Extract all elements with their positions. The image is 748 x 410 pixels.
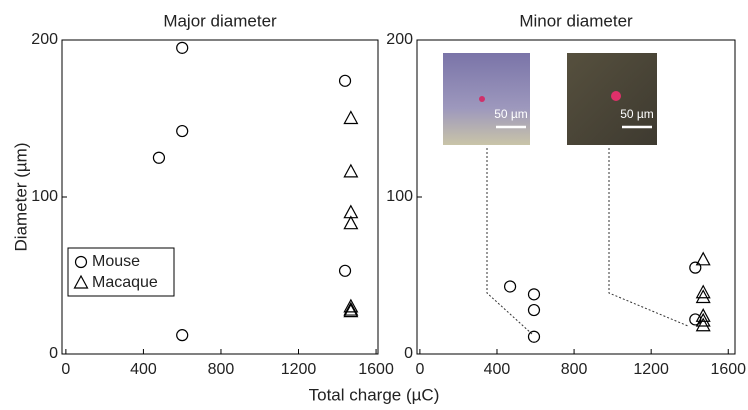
y-tick-label: 200 xyxy=(386,31,413,48)
x-tick-label: 400 xyxy=(130,361,157,378)
x-tick-label: 0 xyxy=(415,361,424,378)
y-tick-label: 100 xyxy=(31,188,58,205)
legend-label: Mouse xyxy=(92,253,140,270)
x-axis-label: Total charge (µC) xyxy=(309,385,440,404)
triangle-point xyxy=(343,303,359,318)
triangle-point xyxy=(695,289,711,304)
triangle-point xyxy=(343,301,359,316)
circle-point xyxy=(338,264,352,277)
x-tick-label: 1600 xyxy=(358,361,394,378)
y-tick-label: 100 xyxy=(386,188,413,205)
x-tick-label: 1200 xyxy=(633,361,669,378)
circle-point xyxy=(527,330,541,343)
plot-frame xyxy=(61,39,379,355)
circle-point xyxy=(152,151,166,164)
scale-label: 50 µm xyxy=(620,107,654,121)
circle-point xyxy=(527,303,541,317)
legend-label: Macaque xyxy=(92,274,158,291)
x-tick-label: 400 xyxy=(484,361,511,378)
triangle-point xyxy=(343,215,359,230)
x-tick-label: 0 xyxy=(61,361,70,378)
triangle-point xyxy=(695,308,711,322)
circle-point xyxy=(176,329,189,342)
y-axis-label: Diameter (µm) xyxy=(11,143,30,252)
y-tick-label: 0 xyxy=(49,345,58,362)
triangle-point xyxy=(343,163,359,178)
triangle-point xyxy=(695,312,711,327)
circle-point xyxy=(689,261,702,274)
triangle-point xyxy=(343,298,359,313)
x-tick-label: 800 xyxy=(208,361,235,378)
y-tick-label: 0 xyxy=(404,345,413,362)
panel-title: Major diameter xyxy=(163,11,277,30)
circle-point xyxy=(74,255,88,269)
inset-cell xyxy=(479,96,485,102)
circle-point xyxy=(527,288,541,301)
triangle-point xyxy=(343,110,359,125)
leader-line xyxy=(486,148,533,335)
x-tick-label: 800 xyxy=(561,361,588,378)
circle-point xyxy=(503,280,517,293)
panel-title: Minor diameter xyxy=(519,11,633,30)
x-tick-label: 1200 xyxy=(281,361,317,378)
inset-cell xyxy=(611,91,621,101)
leader-line xyxy=(608,148,689,327)
circle-point xyxy=(176,124,189,138)
y-tick-label: 200 xyxy=(31,31,58,48)
triangle-point xyxy=(73,274,89,289)
circle-point xyxy=(176,41,189,54)
triangle-point xyxy=(695,251,711,266)
triangle-point xyxy=(695,284,711,299)
inset-image xyxy=(443,53,530,145)
triangle-point xyxy=(695,317,711,332)
circle-point xyxy=(338,74,352,87)
x-tick-label: 1600 xyxy=(710,361,746,378)
scale-label: 50 µm xyxy=(494,107,528,121)
